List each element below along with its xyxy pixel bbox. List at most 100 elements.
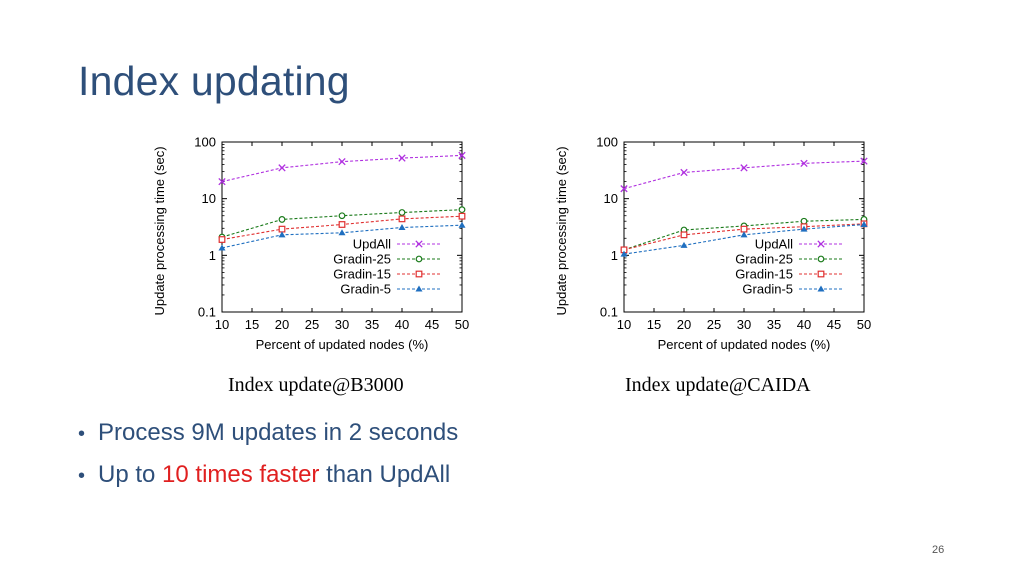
data-point — [860, 221, 868, 228]
chart-caption: Index update@CAIDA — [625, 374, 811, 396]
y-axis-label: Update processing time (sec) — [152, 146, 167, 315]
chart-caption: Index update@B3000 — [228, 374, 404, 396]
data-point — [817, 285, 825, 292]
bullet-item: • Process 9M updates in 2 seconds — [78, 412, 458, 454]
legend-label: UpdAll — [353, 237, 391, 252]
bullet-dot-icon: • — [78, 465, 86, 487]
series-gradin-15 — [620, 220, 868, 254]
x-tick-label: 40 — [395, 317, 409, 332]
series-gradin-15 — [218, 212, 466, 243]
y-tick-label: 100 — [194, 135, 216, 150]
data-point — [620, 250, 628, 257]
y-tick-label: 10 — [604, 191, 618, 206]
data-point — [398, 209, 406, 216]
x-tick-label: 40 — [797, 317, 811, 332]
series-line — [623, 160, 865, 190]
y-tick-label: 10 — [202, 191, 216, 206]
bullet-highlight: 10 times faster — [162, 461, 320, 488]
legend-label: Gradin-5 — [742, 282, 793, 297]
slide-title: Index updating — [78, 58, 350, 104]
x-tick-label: 25 — [707, 317, 721, 332]
data-point — [415, 240, 423, 248]
x-tick-label: 10 — [617, 317, 631, 332]
data-point — [415, 255, 423, 263]
page-number: 26 — [932, 544, 945, 556]
data-point — [680, 231, 688, 239]
chart-b3000: 10 15 20 25 30 35 40 45 50 0.1 1 10 100 Percent of up… — [152, 135, 469, 353]
data-point — [740, 225, 748, 233]
data-point — [415, 285, 423, 292]
x-axis-label: Percent of updated nodes (%) — [658, 337, 831, 352]
legend-label: Gradin-15 — [333, 267, 391, 282]
x-tick-label: 35 — [365, 317, 379, 332]
data-point — [740, 164, 748, 172]
data-point — [680, 168, 688, 177]
series-gradin-25 — [218, 206, 466, 241]
y-tick-label: 0.1 — [198, 305, 216, 320]
legend-label: Gradin-5 — [340, 282, 391, 297]
data-point — [338, 157, 346, 166]
data-point — [415, 270, 423, 278]
data-point — [740, 231, 748, 238]
y-tick-label: 1 — [611, 248, 618, 263]
y-axis-label: Update processing time (sec) — [554, 146, 569, 315]
x-tick-label: 20 — [677, 317, 691, 332]
x-tick-label: 45 — [425, 317, 439, 332]
x-tick-label: 15 — [647, 317, 661, 332]
data-point — [620, 185, 628, 193]
data-point — [218, 177, 226, 186]
data-point — [817, 270, 825, 278]
x-tick-label: 25 — [305, 317, 319, 332]
legend-label: UpdAll — [755, 237, 793, 252]
x-tick-label: 20 — [275, 317, 289, 332]
y-tick-label: 1 — [209, 248, 216, 263]
data-point — [398, 215, 406, 223]
data-point — [218, 236, 226, 243]
data-point — [338, 212, 346, 220]
legend-label: Gradin-25 — [333, 252, 391, 267]
data-point — [278, 225, 286, 233]
data-point — [800, 225, 808, 232]
bullet-dot-icon: • — [78, 423, 86, 445]
data-point — [278, 231, 286, 238]
data-point — [338, 221, 346, 228]
data-point — [218, 244, 226, 251]
data-point — [398, 223, 406, 230]
bullet-item: • Up to 10 times faster than UpdAll — [78, 454, 458, 496]
series-updall — [218, 151, 466, 186]
series-gradin-5 — [620, 221, 868, 257]
x-tick-label: 50 — [455, 317, 469, 332]
series-line — [221, 154, 463, 183]
data-point — [338, 229, 346, 236]
series-gradin-5 — [218, 221, 466, 251]
x-tick-label: 10 — [215, 317, 229, 332]
data-point — [398, 154, 406, 162]
data-point — [800, 159, 808, 168]
bullet-text-post: than UpdAll — [319, 461, 451, 488]
x-tick-label: 15 — [245, 317, 259, 332]
data-point — [278, 216, 286, 223]
data-point — [458, 212, 466, 220]
legend-label: Gradin-25 — [735, 252, 793, 267]
data-point — [458, 206, 466, 214]
series-line — [623, 218, 865, 251]
data-point — [800, 217, 808, 225]
chart-caida: 10 15 20 25 30 35 40 45 50 0.1 1 10 100 Percent of up… — [554, 135, 871, 353]
bullet-text-pre: Up to — [98, 461, 163, 488]
data-point — [278, 164, 286, 172]
series-line — [221, 224, 463, 249]
x-tick-label: 30 — [335, 317, 349, 332]
y-tick-label: 0.1 — [600, 305, 618, 320]
data-point — [860, 157, 868, 165]
bullet-list: • Process 9M updates in 2 seconds • Up to … — [78, 412, 458, 496]
y-tick-label: 100 — [596, 135, 618, 150]
data-point — [458, 221, 466, 228]
data-point — [817, 255, 825, 263]
x-tick-label: 30 — [737, 317, 751, 332]
x-tick-label: 45 — [827, 317, 841, 332]
x-axis-label: Percent of updated nodes (%) — [256, 337, 429, 352]
legend-label: Gradin-15 — [735, 267, 793, 282]
bullet-text: Process 9M updates in 2 seconds — [98, 419, 459, 446]
